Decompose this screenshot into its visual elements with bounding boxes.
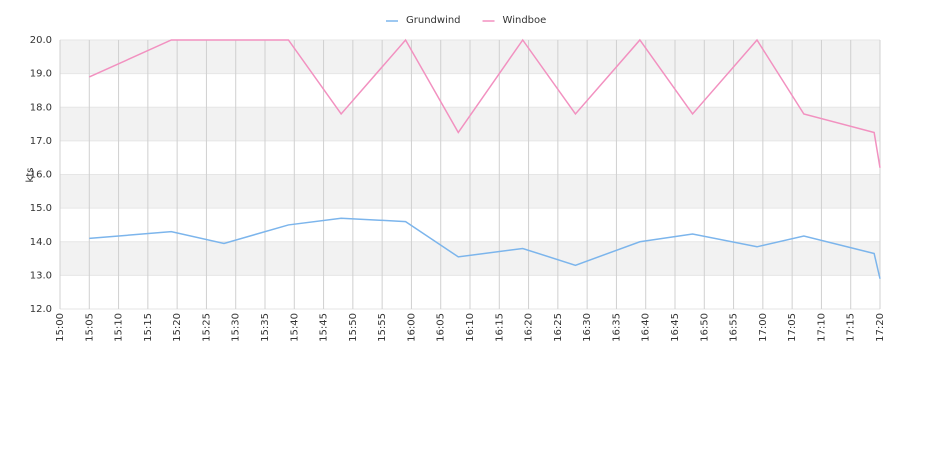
y-tick-label: 15.0: [30, 203, 52, 214]
x-tick-label: 16:55: [729, 313, 740, 342]
x-tick-label: 16:15: [494, 313, 505, 342]
x-tick-label: 15:05: [84, 313, 95, 342]
y-tick-label: 18.0: [30, 102, 52, 113]
y-tick-label: 13.0: [30, 270, 52, 281]
x-tick-label: 15:15: [143, 313, 154, 342]
x-tick-label: 16:20: [524, 313, 535, 342]
x-tick-label: 16:10: [465, 313, 476, 342]
series-line: [89, 217, 881, 279]
x-tick-label: 16:25: [553, 313, 564, 342]
x-tick-label: 15:00: [55, 313, 66, 342]
x-tick-label: 15:25: [201, 313, 212, 342]
x-tick-label: 15:35: [260, 313, 271, 342]
x-tick-label: 15:45: [319, 313, 330, 342]
y-tick-label: 20.0: [30, 35, 52, 46]
y-tick-label: 16.0: [30, 170, 52, 181]
x-tick-label: 15:10: [114, 313, 125, 342]
y-tick-label: 14.0: [30, 237, 52, 248]
x-tick-label: 16:50: [699, 313, 710, 342]
x-tick-label: 17:15: [846, 313, 857, 342]
x-tick-label: 15:40: [289, 313, 300, 342]
y-tick-label: 19.0: [30, 69, 52, 80]
x-tick-label: 16:45: [670, 313, 681, 342]
x-tick-label: 17:05: [787, 313, 798, 342]
x-tick-label: 15:55: [377, 313, 388, 342]
x-tick-label: 16:35: [611, 313, 622, 342]
legend-label: Windboe: [503, 15, 547, 26]
legend-label: Grundwind: [406, 15, 461, 26]
x-tick-label: 15:20: [172, 313, 183, 342]
y-tick-label: 17.0: [30, 136, 52, 147]
x-tick-label: 16:00: [406, 313, 417, 342]
x-tick-label: 16:30: [582, 313, 593, 342]
x-tick-label: 16:40: [641, 313, 652, 342]
y-tick-label: 12.0: [30, 304, 52, 315]
x-tick-label: 17:20: [875, 313, 886, 342]
x-tick-label: 17:10: [816, 313, 827, 342]
x-tick-label: 15:50: [348, 313, 359, 342]
x-tick-label: 17:00: [758, 313, 769, 342]
x-tick-label: 16:05: [436, 313, 447, 342]
x-tick-label: 15:30: [231, 313, 242, 342]
series-line: [88, 38, 881, 168]
y-axis-label: kts: [25, 168, 36, 183]
